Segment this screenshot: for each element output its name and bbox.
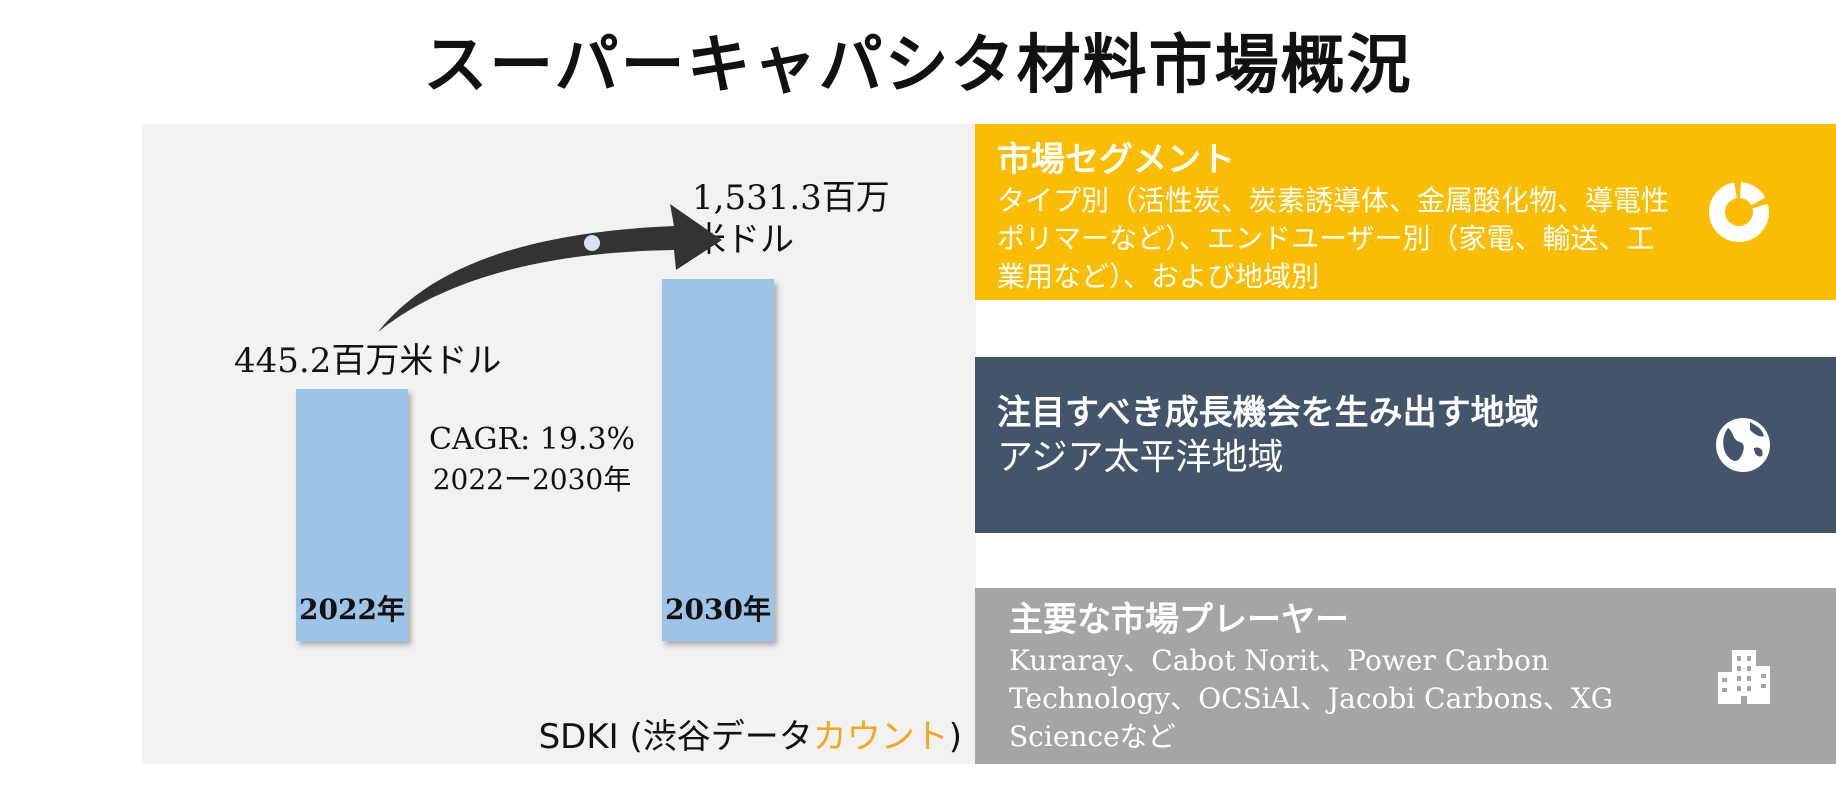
donut-chart-icon bbox=[1709, 182, 1769, 242]
page-title: スーパーキャパシタ材料市場概況 bbox=[423, 28, 1413, 103]
value-label: 1,531.3百万米ドル bbox=[692, 178, 890, 260]
cagr-period-label: 2022ー2030年 bbox=[433, 463, 632, 496]
globe-icon bbox=[1716, 418, 1770, 472]
market-size-chart-panel: 2022年 2030年 445.2百万米ドル 1,531.3百万米ドル CAGR: 1… bbox=[142, 124, 976, 764]
market-size-chart: 2022年 2030年 445.2百万米ドル 1,531.3百万米ドル CAGR: 1… bbox=[234, 178, 890, 641]
card-body: Kuraray、Cabot Norit、Power Carbon Technol… bbox=[1009, 644, 1614, 753]
growth-region-card: 注目すべき成長機会を生み出す地域 アジア太平洋地域 bbox=[975, 357, 1836, 533]
key-players-card: 主要な市場プレーヤー Kuraray、Cabot Norit、Power Car… bbox=[975, 588, 1836, 764]
card-title: 注目すべき成長機会を生み出す地域 bbox=[997, 393, 1539, 433]
arrow-dot-icon bbox=[584, 235, 600, 251]
source-credit: SDKI (渋谷データカウント) bbox=[538, 717, 962, 757]
cagr-label: CAGR: 19.3% bbox=[429, 422, 635, 457]
category-label: 2030年 bbox=[665, 593, 771, 626]
value-label: 445.2百万米ドル bbox=[234, 341, 501, 381]
bar-2022年 bbox=[296, 389, 408, 641]
category-label: 2022年 bbox=[299, 593, 405, 626]
card-body: タイプ別（活性炭、炭素誘導体、金属酸化物、導電性ポリマーなど）、エンドユーザー別… bbox=[997, 184, 1670, 293]
market-segment-card: 市場セグメント タイプ別（活性炭、炭素誘導体、金属酸化物、導電性ポリマーなど）、… bbox=[975, 124, 1836, 300]
card-body: アジア太平洋地域 bbox=[997, 437, 1284, 478]
building-icon bbox=[1718, 650, 1770, 704]
bar-2030年 bbox=[662, 279, 774, 641]
card-title: 市場セグメント bbox=[997, 140, 1235, 180]
growth-arrow-icon bbox=[378, 204, 722, 332]
card-title: 主要な市場プレーヤー bbox=[1009, 600, 1349, 640]
